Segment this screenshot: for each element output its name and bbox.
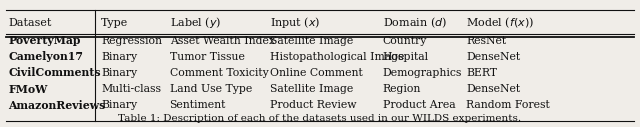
- Text: BERT: BERT: [466, 68, 497, 78]
- Text: Sentiment: Sentiment: [170, 100, 226, 110]
- Text: Binary: Binary: [101, 52, 137, 62]
- Text: Input ($x$): Input ($x$): [270, 15, 321, 30]
- Text: Model ($f(x)$): Model ($f(x)$): [466, 16, 534, 30]
- Text: Binary: Binary: [101, 68, 137, 78]
- Text: Country: Country: [383, 36, 427, 46]
- Text: Label ($y$): Label ($y$): [170, 15, 221, 30]
- Text: Product Review: Product Review: [270, 100, 356, 110]
- Text: DenseNet: DenseNet: [466, 52, 520, 62]
- Text: Random Forest: Random Forest: [466, 100, 550, 110]
- Text: Region: Region: [383, 84, 421, 94]
- Text: Hospital: Hospital: [383, 52, 429, 62]
- Text: Dataset: Dataset: [8, 18, 52, 28]
- Text: Demographics: Demographics: [383, 68, 462, 78]
- Text: Satellite Image: Satellite Image: [270, 84, 353, 94]
- Text: Product Area: Product Area: [383, 100, 455, 110]
- Text: AmazonReviews: AmazonReviews: [8, 100, 106, 111]
- Text: Domain ($d$): Domain ($d$): [383, 16, 447, 30]
- Text: Asset Wealth Index: Asset Wealth Index: [170, 36, 275, 46]
- Text: Land Use Type: Land Use Type: [170, 84, 252, 94]
- Text: Table 1: Description of each of the datasets used in our WILDS experiments.: Table 1: Description of each of the data…: [118, 114, 522, 123]
- Text: DenseNet: DenseNet: [466, 84, 520, 94]
- Text: Satellite Image: Satellite Image: [270, 36, 353, 46]
- Text: Type: Type: [101, 18, 129, 28]
- Text: PovertyMap: PovertyMap: [8, 35, 81, 46]
- Text: ResNet: ResNet: [466, 36, 506, 46]
- Text: Binary: Binary: [101, 100, 137, 110]
- Text: FMoW: FMoW: [8, 84, 48, 94]
- Text: Comment Toxicity: Comment Toxicity: [170, 68, 268, 78]
- Text: Histopathological Image: Histopathological Image: [270, 52, 404, 62]
- Text: Tumor Tissue: Tumor Tissue: [170, 52, 244, 62]
- Text: Multi-class: Multi-class: [101, 84, 161, 94]
- Text: Online Comment: Online Comment: [270, 68, 363, 78]
- Text: Camelyon17: Camelyon17: [8, 51, 83, 62]
- Text: CivilComments: CivilComments: [8, 67, 101, 78]
- Text: Regression: Regression: [101, 36, 162, 46]
